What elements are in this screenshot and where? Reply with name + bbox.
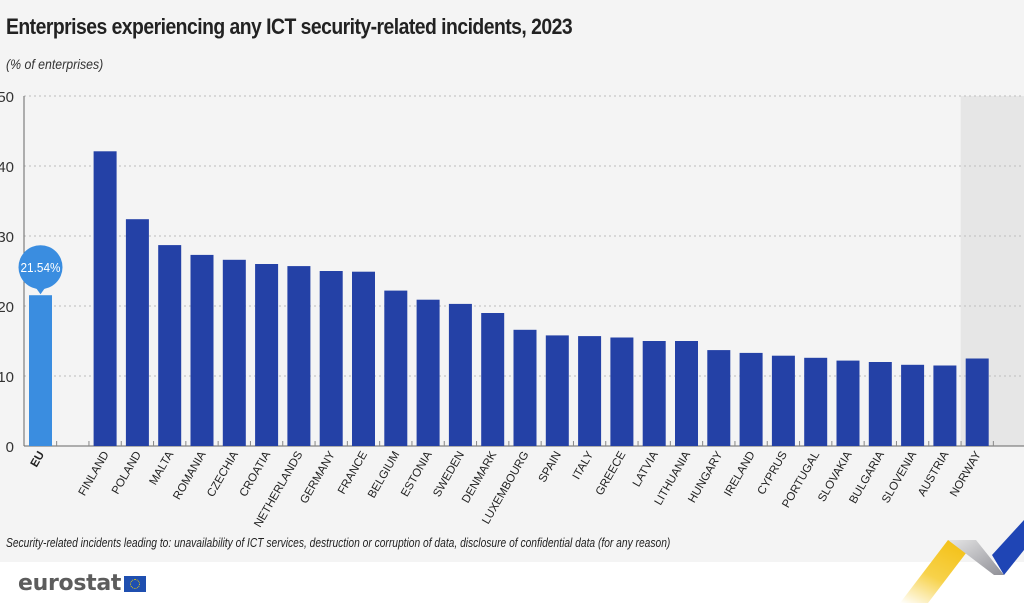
x-tick-label: CZECHIA [205, 449, 241, 499]
bar-eu [29, 295, 52, 446]
x-tick-label: LATVIA [631, 449, 661, 489]
x-tick-label: IRELAND [722, 450, 757, 499]
x-tick-label: ITALY [571, 449, 597, 481]
bar-latvia [642, 341, 666, 446]
chart-subtitle: (% of enterprises) [6, 56, 104, 72]
x-tick-label: EU [29, 450, 47, 470]
y-tick-label: 10 [0, 369, 14, 386]
x-tick-label: GERMANY [298, 449, 338, 506]
bar-belgium [384, 290, 408, 446]
x-tick-label: POLAND [110, 450, 144, 497]
bar-poland [125, 219, 149, 446]
chart-title: Enterprises experiencing any ICT securit… [6, 14, 573, 39]
y-tick-label: 40 [0, 159, 14, 176]
y-tick-label: 20 [0, 299, 14, 316]
bar-hungary [707, 350, 731, 446]
x-tick-label: HUNGARY [686, 449, 725, 505]
x-tick-label: SLOVENIA [880, 449, 919, 505]
x-tick-label: CROATIA [238, 449, 274, 499]
eurostat-logo: eurostat [18, 571, 147, 596]
bar-denmark [481, 313, 505, 446]
bar-netherlands [287, 266, 311, 446]
bar-malta [158, 245, 182, 446]
x-tick-label: NORWAY [948, 449, 984, 499]
bar-romania [190, 254, 214, 446]
bar-norway [965, 358, 989, 446]
x-tick-label: CYPRUS [756, 449, 791, 497]
x-tick-label: AUSTRIA [916, 449, 951, 498]
x-tick-label: ESTONIA [399, 449, 435, 499]
bar-slovenia [901, 364, 925, 446]
footnote: Security-related incidents leading to: u… [6, 536, 671, 550]
bar-estonia [416, 299, 440, 446]
bar-cyprus [771, 355, 795, 446]
x-tick-label: BELGIUM [366, 450, 402, 501]
y-tick-label: 30 [0, 229, 14, 246]
x-tick-label: FINLAND [77, 450, 112, 499]
bar-ireland [739, 352, 763, 446]
bar-czechia [222, 259, 246, 446]
annotation-label: 21.54% [21, 260, 61, 275]
bar-germany [319, 271, 343, 446]
bar-austria [933, 365, 957, 446]
bar-italy [578, 336, 602, 446]
x-tick-label: GREECE [594, 449, 629, 497]
decorative-ribbon-icon [900, 520, 1024, 603]
bar-bulgaria [868, 362, 892, 446]
bar-france [352, 271, 375, 446]
annotation-bubble [18, 245, 63, 290]
bar-spain [545, 335, 569, 446]
bar-luxembourg [513, 329, 537, 446]
bar-portugal [804, 357, 828, 446]
bar-finland [93, 151, 117, 447]
bar-croatia [255, 264, 279, 446]
y-tick-label: 0 [6, 439, 14, 456]
x-tick-label: FRANCE [336, 449, 370, 496]
x-tick-label: MALTA [148, 449, 177, 487]
x-tick-label: ROMANIA [171, 449, 208, 502]
y-tick-label: 50 [0, 89, 14, 106]
bar-greece [610, 337, 634, 446]
x-tick-label: SPAIN [537, 450, 564, 485]
annotation-pointer [35, 287, 46, 295]
bar-slovakia [836, 360, 860, 446]
x-tick-label: SWEDEN [431, 450, 467, 500]
eu-flag-icon [124, 575, 147, 592]
bar-sweden [448, 303, 472, 446]
logo-text: eurostat [18, 571, 122, 596]
bar-lithuania [675, 341, 698, 446]
